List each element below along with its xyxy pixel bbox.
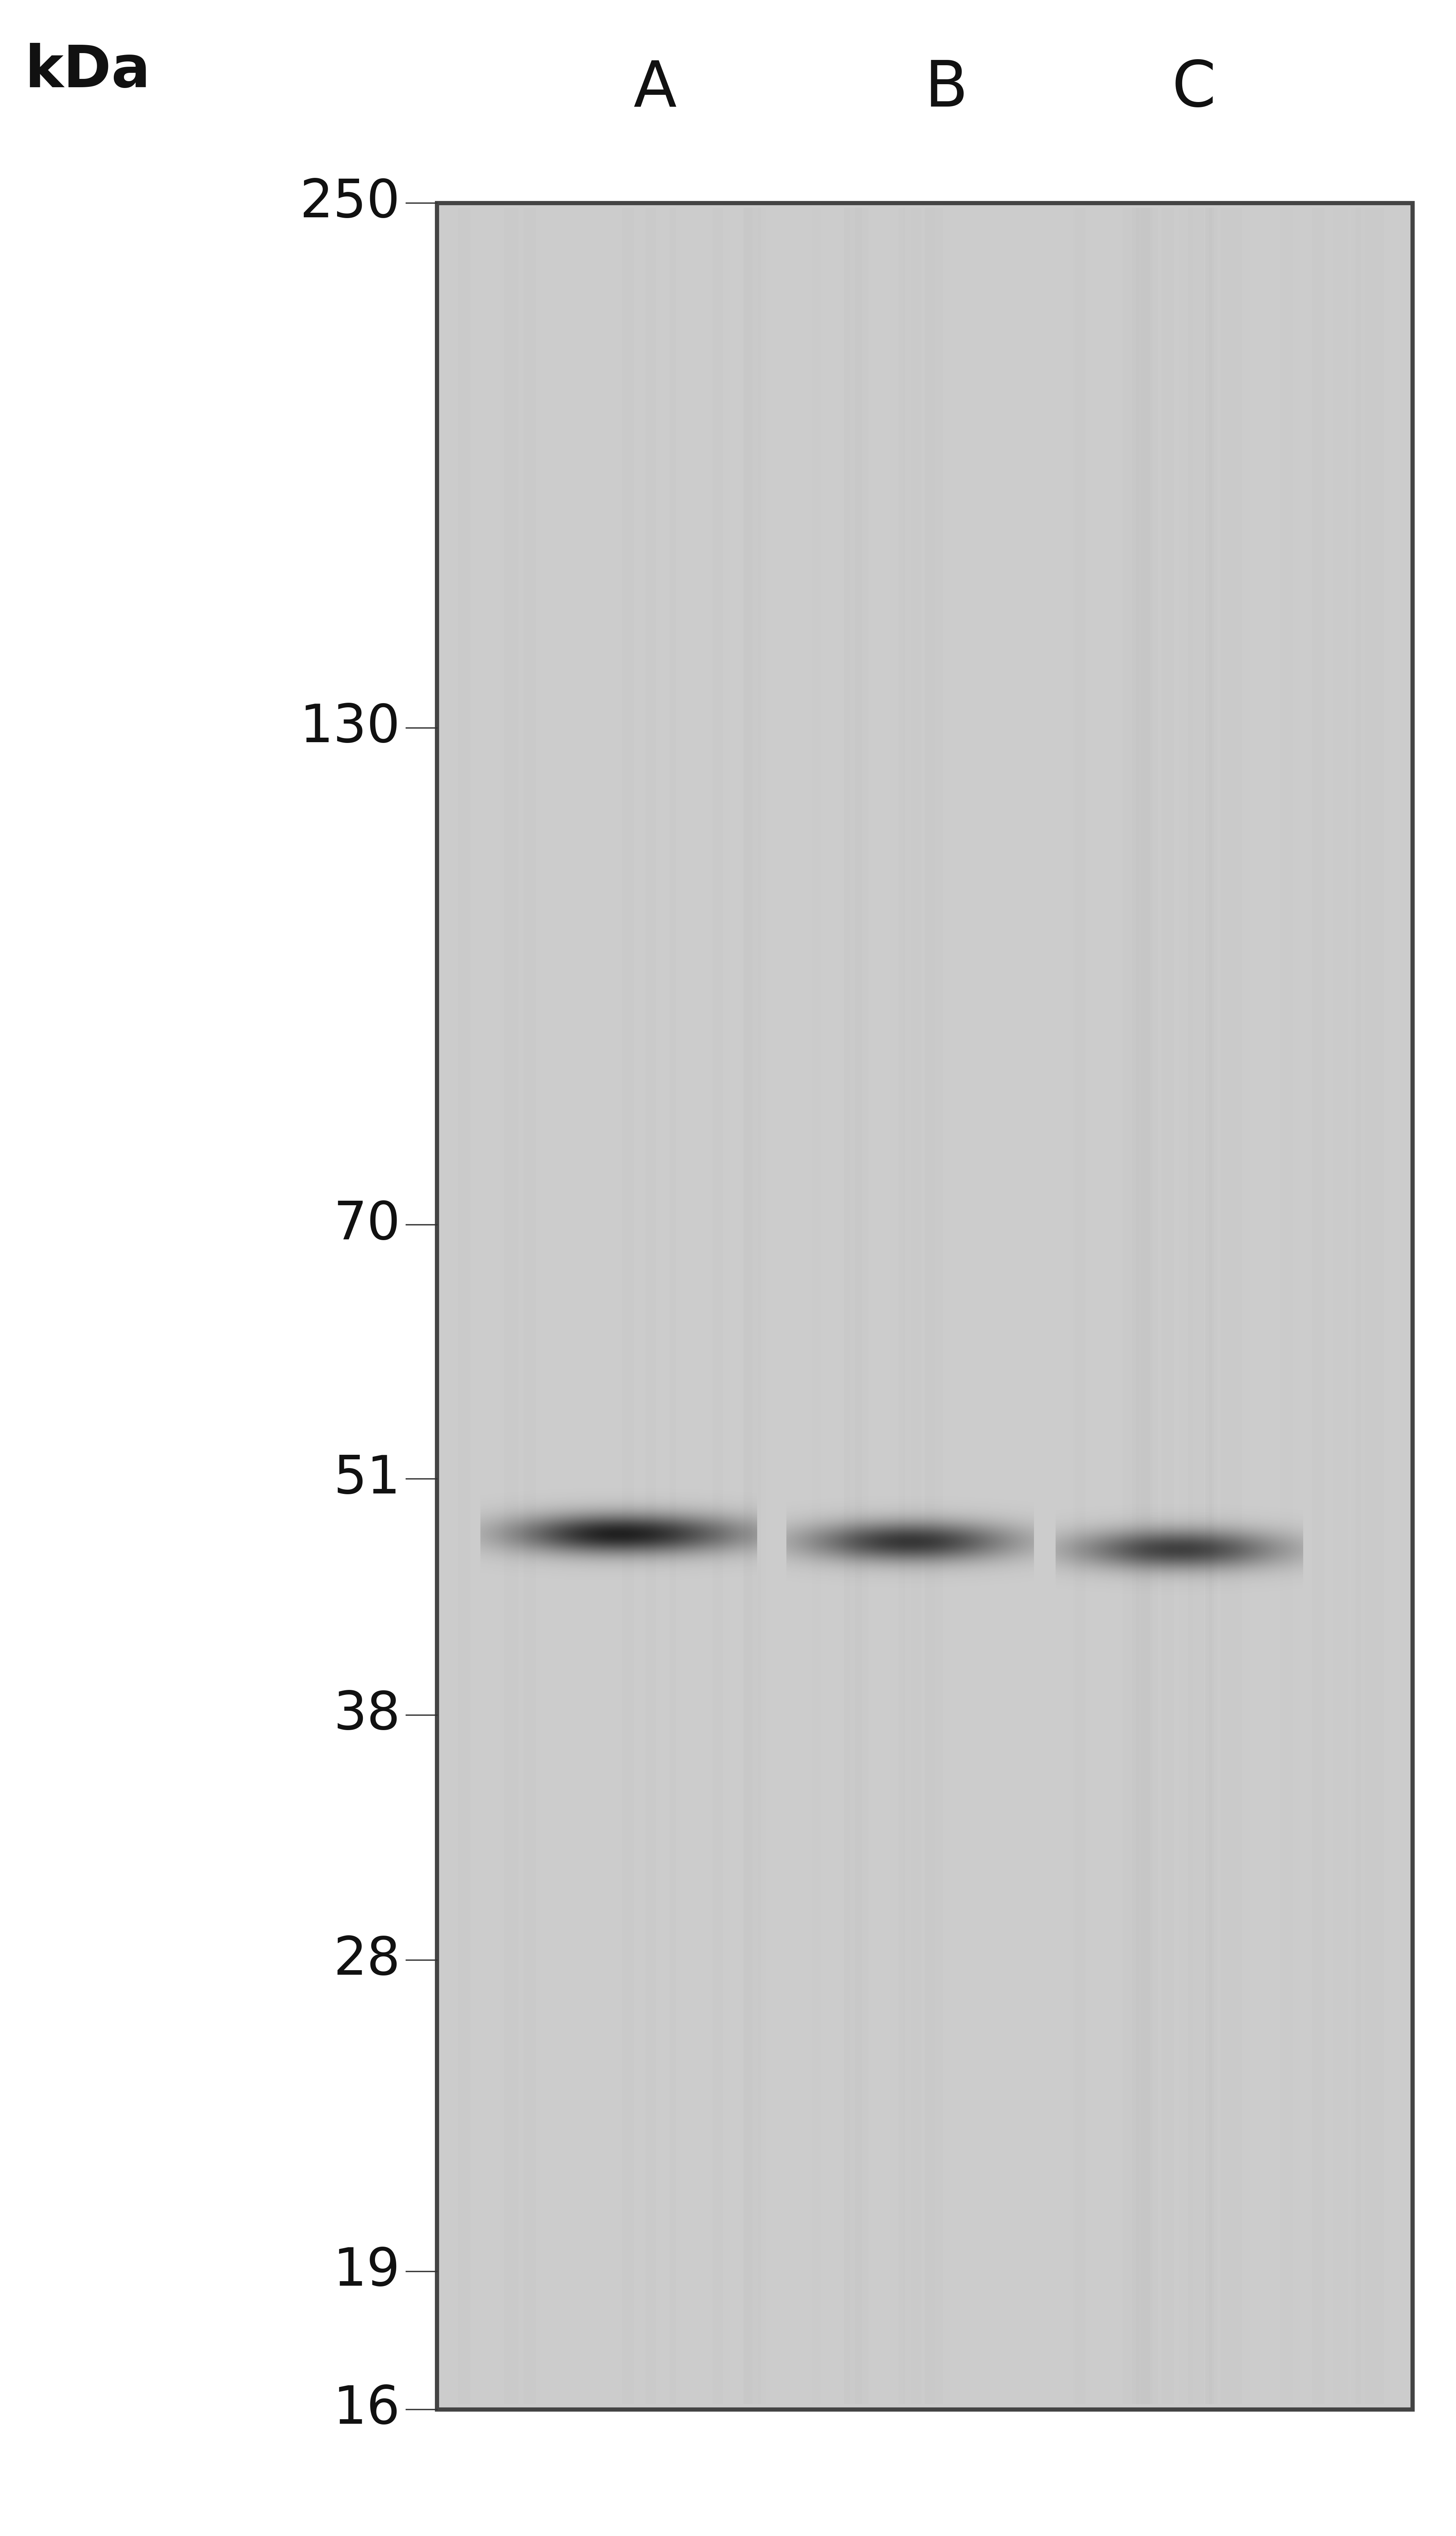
Bar <box>1220 208 1236 2404</box>
Bar <box>622 208 633 2404</box>
Bar <box>1206 208 1213 2404</box>
Bar <box>1073 208 1086 2404</box>
Bar <box>1280 208 1293 2404</box>
Bar <box>1140 208 1158 2404</box>
Text: 16: 16 <box>333 2384 400 2435</box>
Text: 28: 28 <box>333 1935 400 1986</box>
Bar <box>1364 208 1383 2404</box>
Bar <box>1133 208 1152 2404</box>
Bar <box>1206 208 1217 2404</box>
Bar <box>504 208 518 2404</box>
Bar <box>1312 208 1325 2404</box>
Bar <box>812 208 821 2404</box>
Bar <box>1351 208 1364 2404</box>
Bar <box>1235 208 1242 2404</box>
Bar <box>926 208 935 2404</box>
Bar <box>903 208 922 2404</box>
Bar <box>712 208 724 2404</box>
Bar <box>1136 208 1150 2404</box>
Bar <box>1188 208 1204 2404</box>
Text: 19: 19 <box>333 2247 400 2298</box>
Bar <box>925 208 943 2404</box>
Text: A: A <box>633 58 677 119</box>
Text: C: C <box>1172 58 1216 119</box>
Bar <box>524 208 536 2404</box>
Bar <box>670 208 676 2404</box>
Text: 250: 250 <box>300 178 400 228</box>
Text: 51: 51 <box>333 1453 400 1504</box>
Bar <box>844 208 850 2404</box>
Bar <box>1075 208 1085 2404</box>
Bar <box>645 208 657 2404</box>
Text: 70: 70 <box>333 1200 400 1250</box>
Text: 38: 38 <box>333 1689 400 1740</box>
Bar <box>744 208 761 2404</box>
Bar <box>1123 208 1139 2404</box>
Text: 130: 130 <box>300 702 400 753</box>
Bar <box>898 208 906 2404</box>
Bar <box>1162 208 1174 2404</box>
Bar <box>1356 208 1361 2404</box>
Bar <box>459 208 470 2404</box>
Text: B: B <box>925 58 968 119</box>
Bar <box>744 208 753 2404</box>
Bar <box>911 208 922 2404</box>
Bar <box>759 208 766 2404</box>
Bar <box>1332 208 1347 2404</box>
Bar <box>1208 208 1214 2404</box>
Bar <box>1312 208 1325 2404</box>
Bar <box>1179 208 1192 2404</box>
Bar <box>437 203 1412 2409</box>
Bar <box>844 208 862 2404</box>
Text: kDa: kDa <box>25 43 150 99</box>
Bar <box>855 208 868 2404</box>
